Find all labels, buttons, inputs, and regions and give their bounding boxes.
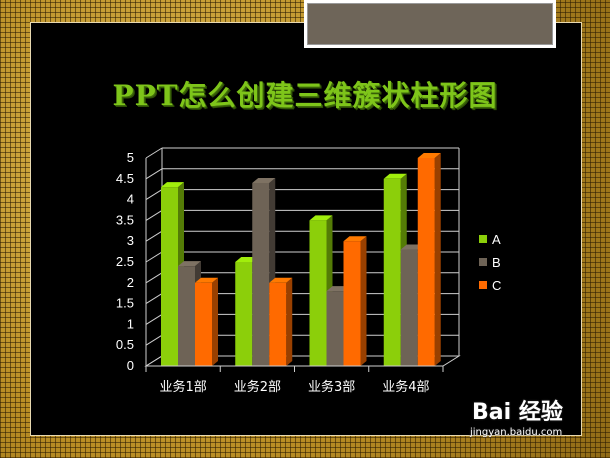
y-tick-label: 0: [127, 358, 134, 373]
y-tick-label: 3: [127, 233, 134, 248]
legend-label-b: B: [492, 255, 501, 270]
bar-a: [309, 220, 327, 366]
bar-top: [269, 277, 293, 283]
grid-depth-line: [145, 272, 163, 284]
legend-swatch-a: [479, 235, 487, 243]
y-tick-label: 4.5: [116, 171, 134, 186]
grid-depth-line: [145, 230, 163, 242]
grid-depth-line: [145, 293, 163, 305]
y-tick-label: 2: [127, 275, 134, 290]
bar-c: [269, 282, 287, 366]
y-tick-label: 3.5: [116, 212, 134, 227]
y-tick-label: 1: [127, 316, 134, 331]
bar-top: [343, 236, 367, 242]
bar-a: [161, 187, 178, 366]
legend-swatch-c: [479, 281, 487, 289]
x-tick-label: 业务2部: [234, 379, 281, 395]
bar-c: [195, 282, 212, 366]
bar-top: [417, 153, 441, 158]
bar-side: [434, 153, 441, 366]
bar-top: [383, 173, 407, 179]
y-tick-label: 4: [127, 192, 134, 207]
grid-depth-line: [145, 313, 163, 325]
bar-b: [178, 266, 195, 366]
y-tick-label: 0.5: [116, 337, 134, 352]
legend-label-c: C: [492, 278, 501, 293]
bar-a: [235, 262, 253, 366]
bar-top: [178, 261, 201, 267]
y-tick-label: 2.5: [116, 254, 134, 269]
bar-b: [400, 249, 418, 366]
grid-depth-line: [145, 147, 163, 159]
legend-swatch-b: [479, 258, 487, 266]
watermark-brand: Bai 经验: [472, 400, 563, 425]
bar-a: [383, 178, 401, 366]
x-tick-label: 业务1部: [159, 379, 206, 395]
bar-top: [161, 182, 184, 188]
y-tick-label: 5: [127, 150, 134, 165]
bar-top: [252, 177, 276, 183]
bar-b: [252, 182, 270, 366]
grid-depth-line: [145, 334, 163, 346]
watermark-url: jingyan.baidu.com: [470, 427, 563, 438]
grid-depth-line: [145, 168, 163, 180]
x-tick-label: 业务3部: [308, 379, 355, 395]
grid-depth-line: [145, 251, 163, 263]
x-tick-label: 业务4部: [382, 379, 429, 395]
bar-c: [343, 241, 361, 366]
bar-side: [360, 236, 367, 366]
slide: [30, 22, 582, 436]
bar-side: [286, 277, 293, 366]
legend-label-a: A: [492, 232, 501, 247]
bar-b: [326, 291, 344, 366]
bar-top: [309, 215, 333, 221]
grid-depth-line: [145, 209, 163, 221]
y-tick-label: 1.5: [116, 296, 134, 311]
slide-banner: [304, 0, 556, 48]
bar-c: [417, 158, 435, 366]
bar-top: [195, 277, 218, 283]
grid-depth-line: [145, 189, 163, 201]
bar-side: [212, 277, 218, 366]
page-title: PPT怎么创建三维簇状柱形图: [112, 79, 498, 112]
